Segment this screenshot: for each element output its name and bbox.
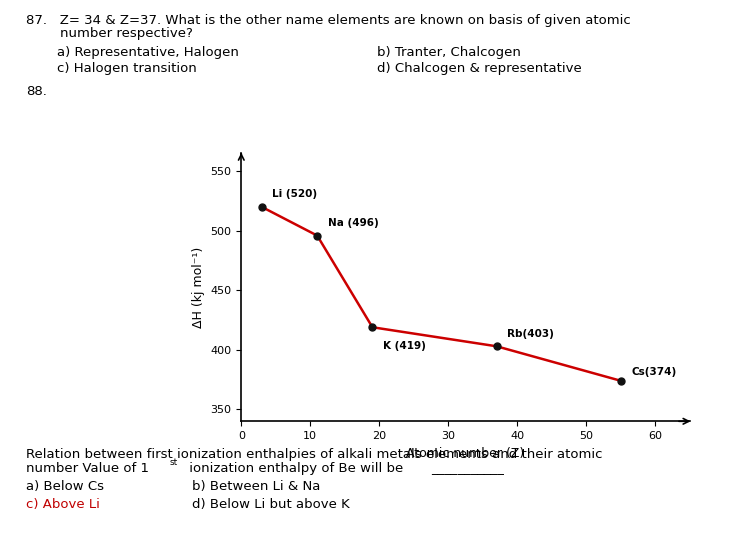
Y-axis label: ΔH (kj mol⁻¹): ΔH (kj mol⁻¹) <box>192 247 205 328</box>
Text: b) Tranter, Chalcogen: b) Tranter, Chalcogen <box>377 46 521 59</box>
Text: number Value of 1: number Value of 1 <box>26 462 149 475</box>
Text: 87.   Z= 34 & Z=37. What is the other name elements are known on basis of given : 87. Z= 34 & Z=37. What is the other name… <box>26 14 631 27</box>
Text: Relation between first ionization enthalpies of alkali metals elements and their: Relation between first ionization enthal… <box>26 448 603 460</box>
Text: Li (520): Li (520) <box>272 190 317 200</box>
Text: ionization enthalpy of Be will be: ionization enthalpy of Be will be <box>185 462 403 475</box>
Text: d) Below Li but above K: d) Below Li but above K <box>192 498 350 511</box>
Text: Cs(374): Cs(374) <box>631 367 676 377</box>
Text: c) Above Li: c) Above Li <box>26 498 100 511</box>
Text: st: st <box>170 458 178 467</box>
Text: a) Representative, Halogen: a) Representative, Halogen <box>57 46 238 59</box>
Text: 88.: 88. <box>26 85 48 98</box>
Text: c) Halogen transition: c) Halogen transition <box>57 62 196 75</box>
X-axis label: Atomic number (Z): Atomic number (Z) <box>406 446 525 460</box>
Text: number respective?: number respective? <box>26 27 193 40</box>
Text: Rb(403): Rb(403) <box>507 329 554 339</box>
Text: Na (496): Na (496) <box>327 218 379 228</box>
Text: d) Chalcogen & representative: d) Chalcogen & representative <box>377 62 582 75</box>
Text: K (419): K (419) <box>383 341 426 350</box>
Text: a) Below Cs: a) Below Cs <box>26 480 104 493</box>
Text: ___________: ___________ <box>431 462 504 475</box>
Text: b) Between Li & Na: b) Between Li & Na <box>192 480 320 493</box>
